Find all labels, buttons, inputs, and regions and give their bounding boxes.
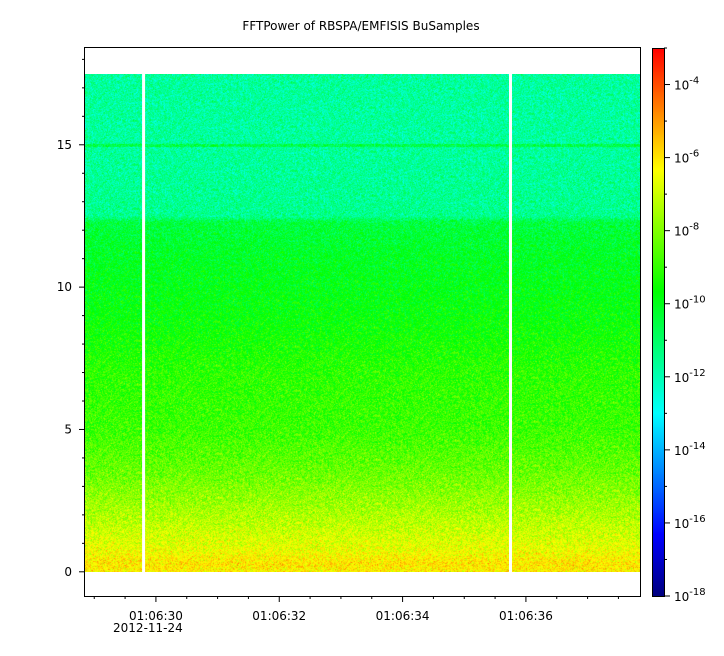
colorbar-tick-label: 10-18 [674, 587, 706, 604]
x-tick-date-label: 2012-11-24 [113, 621, 183, 635]
colorbar-tick-exponent: -18 [689, 587, 705, 598]
chart-title: FFTPower of RBSPA/EMFISIS BuSamples [242, 19, 479, 33]
colorbar-gradient [652, 48, 664, 596]
colorbar-tick-exponent: -10 [689, 295, 705, 306]
colorbar-tick-base: 10 [674, 79, 689, 93]
colorbar-tick-base: 10 [674, 225, 689, 239]
colorbar-tick-label: 10-14 [674, 441, 706, 458]
colorbar-tick-label: 10-12 [674, 368, 706, 385]
x-tick-label: 01:06:32 [252, 609, 306, 623]
colorbar-tick-exponent: -4 [689, 76, 699, 87]
y-tick-label: 15 [57, 138, 72, 152]
colorbar-tick-base: 10 [674, 517, 689, 531]
colorbar-tick-label: 10-6 [674, 149, 699, 166]
colorbar-tick-base: 10 [674, 152, 689, 166]
data-gap [142, 74, 146, 572]
colorbar-tick-label: 10-8 [674, 222, 699, 239]
colorbar-tick-label: 10-16 [674, 514, 706, 531]
spectrogram-image [85, 74, 640, 572]
y-tick-label: 10 [57, 280, 72, 294]
data-gap [509, 74, 512, 572]
colorbar-tick-base: 10 [674, 371, 689, 385]
colorbar-tick-base: 10 [674, 590, 689, 604]
colorbar-tick-exponent: -6 [689, 149, 699, 160]
y-tick-label: 0 [64, 565, 72, 579]
y-axis: 0 5 10 15 [57, 58, 85, 579]
y-tick-label: 5 [64, 422, 72, 436]
colorbar-tick-exponent: -14 [689, 441, 705, 452]
plot-area [85, 74, 640, 572]
x-tick-label: 01:06:34 [376, 609, 430, 623]
colorbar-tick-label: 10-10 [674, 295, 706, 312]
colorbar-tick-exponent: -12 [689, 368, 705, 379]
colorbar-tick-exponent: -16 [689, 514, 705, 525]
plot-frame [84, 47, 641, 597]
colorbar-tick-label: 10-4 [674, 76, 699, 93]
colorbar-frame [652, 48, 665, 597]
colorbar [652, 48, 665, 597]
x-tick-label: 01:06:36 [499, 609, 553, 623]
colorbar-tick-exponent: -8 [689, 222, 699, 233]
colorbar-tick-base: 10 [674, 298, 689, 312]
colorbar-tick-base: 10 [674, 444, 689, 458]
x-tick-label: 01:06:30 [129, 609, 183, 623]
